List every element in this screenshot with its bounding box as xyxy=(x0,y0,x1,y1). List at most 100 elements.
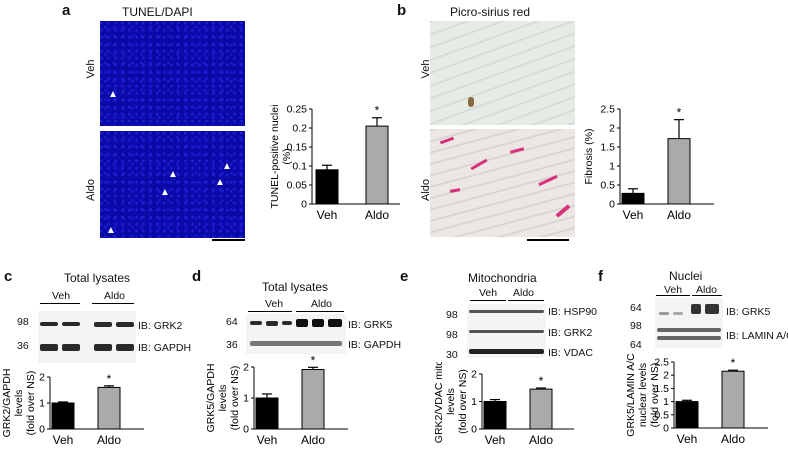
x-tick-label: Veh xyxy=(317,208,338,222)
mw-30: 30 xyxy=(446,349,458,361)
y-tick-label: 0.1 xyxy=(292,161,307,173)
y-tick-label: 1.5 xyxy=(600,142,615,154)
ib-label-gapdh: IB: GAPDH xyxy=(348,339,402,351)
y-tick-label: 2 xyxy=(609,123,615,135)
y-tick-label: 2.5 xyxy=(600,104,615,116)
y-tick-label: 2 xyxy=(243,362,249,374)
significance-marker: * xyxy=(539,374,544,388)
panel-letter-a: a xyxy=(62,2,71,19)
bar xyxy=(483,401,507,430)
bar xyxy=(675,401,699,429)
ib-label-grk2: IB: GRK2 xyxy=(548,327,593,339)
y-tick-label: 0.15 xyxy=(287,142,308,154)
x-tick-label: Aldo xyxy=(97,433,121,447)
western-blot-f xyxy=(655,298,723,348)
y-tick-label: 0.05 xyxy=(287,180,308,192)
bar xyxy=(621,192,645,205)
x-tick-label: Aldo xyxy=(301,433,325,447)
panel-e-title: Mitochondria xyxy=(468,271,537,285)
mw-98: 98 xyxy=(630,320,642,332)
panel-e-group-veh: Veh xyxy=(479,287,498,299)
bar xyxy=(301,368,325,430)
panel-d-title: Total lysates xyxy=(262,280,329,294)
ib-label-vdac: IB: VDAC xyxy=(548,347,593,359)
group-line xyxy=(470,300,506,301)
western-blot-d xyxy=(246,314,346,354)
bar xyxy=(51,402,75,430)
y-tick-label: 1.5 xyxy=(654,383,669,395)
x-tick-label: Veh xyxy=(257,433,278,447)
scale-bar-b xyxy=(527,239,569,241)
x-tick-label: Veh xyxy=(485,433,506,447)
panel-c-title: Total lysates xyxy=(64,271,131,285)
y-tick-label: 1 xyxy=(243,393,249,405)
mw-36: 36 xyxy=(226,339,238,351)
y-tick-label: 1 xyxy=(663,396,669,408)
y-axis-label: GRK2/GAPDHlevels(fold over NS) xyxy=(1,369,37,438)
panel-f-group-veh: Veh xyxy=(664,284,683,296)
ib-label-grk5: IB: GRK5 xyxy=(726,306,771,318)
y-tick-label: 0.5 xyxy=(654,409,669,421)
y-tick-label: 0.5 xyxy=(600,180,615,192)
bar xyxy=(315,169,339,205)
tunel-image-veh: ▲ xyxy=(100,21,245,126)
group-line xyxy=(248,311,292,312)
panel-c-group-veh: Veh xyxy=(52,290,71,302)
western-blot-c xyxy=(38,311,136,363)
panel-a-row-label-aldo: Aldo xyxy=(85,178,97,202)
mw-98: 98 xyxy=(446,329,458,341)
panel-letter-d: d xyxy=(192,268,202,285)
y-tick-label: 0 xyxy=(663,423,669,435)
panel-letter-e: e xyxy=(400,268,409,285)
panel-a-row-label-veh: Veh xyxy=(85,59,97,79)
y-tick-label: 2 xyxy=(663,370,669,382)
y-tick-label: 0 xyxy=(471,424,477,436)
scale-bar-a xyxy=(212,239,245,241)
y-axis-label: GRK5/LAMIN A/Cnuclear levels(fold over N… xyxy=(625,353,661,437)
significance-marker: * xyxy=(731,356,736,370)
bar xyxy=(721,370,745,429)
mw-36: 36 xyxy=(17,340,29,352)
y-tick-label: 0 xyxy=(39,424,45,436)
y-tick-label: 0.25 xyxy=(287,104,308,116)
y-tick-label: 1 xyxy=(471,396,477,408)
panel-f-group-aldo: Aldo xyxy=(696,284,718,296)
panel-letter-c: c xyxy=(4,268,13,285)
bar xyxy=(97,386,121,430)
group-line xyxy=(692,295,722,296)
y-tick-label: 0 xyxy=(609,199,615,211)
y-tick-label: 2.5 xyxy=(654,357,669,369)
bar xyxy=(529,388,553,430)
x-tick-label: Aldo xyxy=(721,432,745,446)
group-line xyxy=(508,300,544,301)
panel-e-group-aldo: Aldo xyxy=(513,287,535,299)
bar xyxy=(365,125,389,205)
y-tick-label: 0 xyxy=(301,199,307,211)
y-tick-label: 2 xyxy=(39,372,45,384)
panel-c-group-aldo: Aldo xyxy=(104,290,126,302)
y-tick-label: 1 xyxy=(39,398,45,410)
mw-64: 64 xyxy=(630,302,642,314)
sirius-image-veh xyxy=(430,21,575,125)
ib-label-grk2: IB: GRK2 xyxy=(138,320,183,332)
x-tick-label: Veh xyxy=(677,432,698,446)
group-line xyxy=(296,311,344,312)
panel-letter-b: b xyxy=(397,2,407,19)
y-tick-label: 1 xyxy=(609,161,615,173)
western-blot-e xyxy=(467,304,546,358)
y-axis-label: TUNEL-positive nuclei(%) xyxy=(269,105,293,209)
panel-f-title: Nuclei xyxy=(669,269,703,283)
panel-b-title: Picro-sirius red xyxy=(450,5,531,19)
y-tick-label: 0.2 xyxy=(292,123,307,135)
ib-label-grk5: IB: GRK5 xyxy=(348,319,393,331)
group-line xyxy=(656,295,690,296)
mw-64: 64 xyxy=(630,339,642,351)
ib-label-gapdh: IB: GAPDH xyxy=(138,342,192,354)
significance-marker: * xyxy=(107,372,112,386)
significance-marker: * xyxy=(311,355,316,367)
